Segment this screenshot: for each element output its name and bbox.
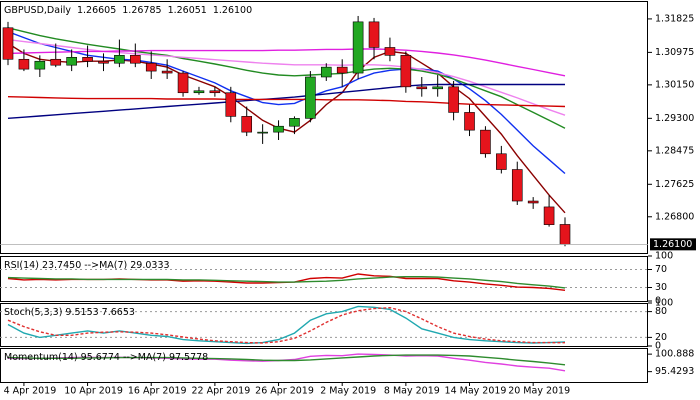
x-tick-label: 26 Apr 2019 bbox=[255, 386, 314, 397]
x-tick-label: 22 Apr 2019 bbox=[192, 386, 251, 397]
y-tick-label: 1.26800 bbox=[655, 211, 694, 222]
candle-body bbox=[464, 112, 475, 131]
panel-title: Stoch(5,3,3) 9.5153 7.6653 bbox=[4, 307, 135, 318]
x-tick-label: 4 Apr 2019 bbox=[4, 386, 57, 397]
y-tick-label: 1.30975 bbox=[655, 47, 694, 58]
candle-body bbox=[114, 55, 125, 64]
panel bbox=[0, 303, 648, 347]
candle-body bbox=[145, 62, 157, 72]
title-text: Momentum(14) 95.6774 -->MA(7) 97.5778 bbox=[4, 352, 208, 363]
candle-body bbox=[496, 153, 507, 170]
candle-body bbox=[273, 125, 284, 133]
indicator-line bbox=[7, 276, 566, 289]
candle-body bbox=[559, 224, 571, 245]
indicator-line bbox=[7, 48, 566, 77]
candle-body bbox=[193, 90, 205, 94]
candle-body bbox=[352, 21, 364, 74]
panel-title: RSI(14) 23.7450 -->MA(7) 29.0333 bbox=[4, 260, 170, 271]
candle-body bbox=[543, 206, 555, 225]
candle-body bbox=[130, 55, 141, 64]
candle-body bbox=[400, 55, 412, 88]
indicator-line bbox=[7, 306, 566, 344]
y-tick-label: 30 bbox=[655, 282, 667, 293]
y-tick-label: 80 bbox=[655, 306, 667, 317]
candle-body bbox=[177, 72, 189, 94]
y-tick-label: 1.30150 bbox=[655, 79, 694, 90]
last-price-box bbox=[650, 238, 696, 251]
candle-body bbox=[305, 76, 316, 119]
candle-body bbox=[368, 21, 380, 48]
candle-body bbox=[34, 60, 46, 70]
candle-body bbox=[416, 86, 428, 90]
ohlc-value: 1.26100 bbox=[213, 5, 252, 16]
panel bbox=[0, 348, 648, 383]
ohlc-value: 1.26605 bbox=[77, 5, 116, 16]
indicator-line bbox=[7, 31, 566, 175]
title-text: GBPUSD,Daily bbox=[4, 5, 71, 16]
panel-title: GBPUSD,Daily 1.26605 1.26785 1.26051 1.26100 bbox=[4, 5, 252, 16]
indicator-line bbox=[7, 27, 566, 129]
y-tick-label: 95.4293 bbox=[655, 366, 694, 377]
y-tick-label: 1.29300 bbox=[655, 113, 694, 124]
candle-body bbox=[448, 86, 459, 113]
candle-body bbox=[320, 66, 332, 78]
y-tick-label: 0 bbox=[655, 296, 661, 307]
panel bbox=[0, 1, 648, 254]
last-price-label: 1.26100 bbox=[653, 239, 692, 250]
candle-body bbox=[82, 57, 93, 62]
x-tick-label: 2 May 2019 bbox=[320, 386, 376, 397]
candle-body bbox=[241, 116, 253, 133]
y-tick-label: 1.31825 bbox=[655, 13, 694, 24]
y-tick-label: 0 bbox=[655, 341, 661, 352]
ohlc-value: 1.26051 bbox=[168, 5, 207, 16]
y-tick-label: 70 bbox=[655, 264, 667, 275]
candle-body bbox=[209, 90, 221, 94]
candle-body bbox=[511, 169, 523, 202]
candle-body bbox=[2, 27, 14, 60]
y-tick-label: 100.888 bbox=[655, 349, 694, 360]
candle-body bbox=[66, 57, 77, 66]
x-tick-label: 14 May 2019 bbox=[445, 386, 507, 397]
title-text: Stoch(5,3,3) 9.5153 7.6653 bbox=[4, 307, 135, 318]
x-tick-label: 16 Apr 2019 bbox=[128, 386, 187, 397]
y-tick-label: 1.27625 bbox=[655, 179, 694, 190]
panel-title: Momentum(14) 95.6774 -->MA(7) 97.5778 bbox=[4, 352, 208, 363]
candle-body bbox=[336, 66, 348, 74]
candle-body bbox=[289, 118, 300, 127]
indicator-line bbox=[7, 96, 566, 108]
x-tick-label: 8 May 2019 bbox=[384, 386, 440, 397]
candle-body bbox=[161, 70, 173, 74]
candle-body bbox=[18, 58, 30, 70]
candle-body bbox=[432, 86, 443, 90]
x-tick-label: 20 May 2019 bbox=[508, 386, 570, 397]
x-tick-label: 10 Apr 2019 bbox=[64, 386, 123, 397]
candle-body bbox=[527, 200, 539, 204]
title-text: RSI(14) 23.7450 -->MA(7) 29.0333 bbox=[4, 260, 170, 271]
y-tick-label: 100 bbox=[655, 251, 673, 262]
indicator-line bbox=[7, 354, 566, 366]
candle-body bbox=[50, 58, 62, 66]
y-tick-label: 1.28475 bbox=[655, 145, 694, 156]
ohlc-value: 1.26785 bbox=[122, 5, 161, 16]
y-tick-label: 20 bbox=[655, 332, 667, 343]
candle-body bbox=[257, 131, 268, 134]
candle-body bbox=[384, 47, 396, 56]
candle-body bbox=[98, 60, 109, 64]
y-tick-label: 100 bbox=[655, 298, 673, 309]
candle-body bbox=[225, 92, 237, 117]
indicator-line bbox=[7, 83, 565, 119]
candle-body bbox=[480, 129, 491, 155]
